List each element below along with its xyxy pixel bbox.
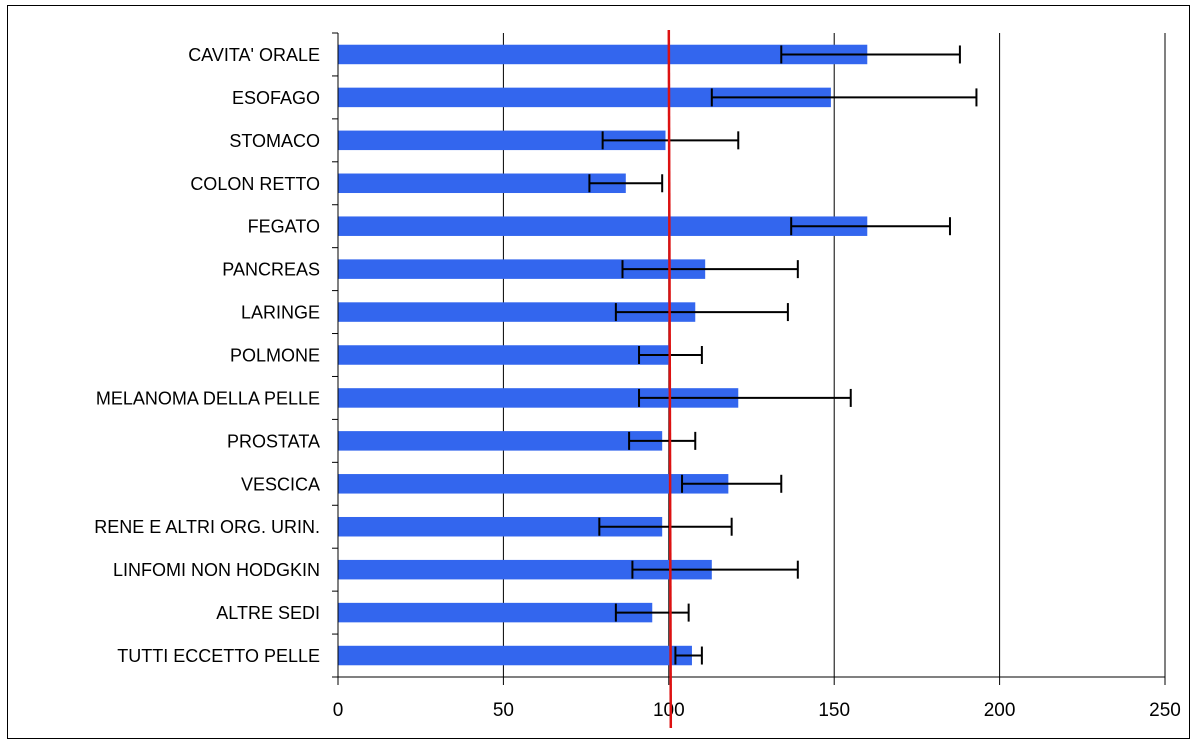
category-label: PANCREAS	[222, 260, 320, 280]
category-label: PROSTATA	[227, 431, 320, 451]
bar	[338, 516, 663, 537]
x-tick-label: 200	[984, 700, 1016, 721]
bar	[338, 474, 729, 494]
x-tick-label: 50	[493, 700, 514, 721]
bar	[338, 87, 831, 108]
bar	[338, 645, 692, 666]
category-label: VESCICA	[241, 474, 320, 494]
category-label: LARINGE	[241, 303, 320, 323]
category-label: ALTRE SEDI	[216, 603, 320, 623]
category-label: CAVITA' ORALE	[188, 45, 320, 65]
bar	[338, 259, 706, 279]
category-label: LINFOMI NON HODGKIN	[113, 560, 320, 580]
x-tick-label: 250	[1149, 700, 1181, 721]
x-tick-label: 100	[653, 700, 685, 721]
x-tick-label: 0	[333, 700, 344, 721]
category-label: POLMONE	[230, 346, 320, 366]
bar	[338, 173, 626, 194]
bar	[338, 216, 868, 236]
bar	[338, 602, 653, 623]
bar	[338, 559, 712, 580]
bar	[338, 345, 669, 365]
bar	[338, 302, 696, 322]
bar	[338, 130, 666, 151]
category-label: RENE E ALTRI ORG. URIN.	[94, 517, 320, 537]
category-label: FEGATO	[248, 217, 320, 237]
category-label: ESOFAGO	[232, 88, 320, 108]
reference-line	[667, 29, 673, 729]
category-label: STOMACO	[229, 131, 320, 151]
x-tick-label: 150	[818, 700, 850, 721]
category-label: MELANOMA DELLA PELLE	[96, 388, 320, 408]
bar	[338, 44, 868, 65]
category-label: COLON RETTO	[190, 174, 320, 194]
bar	[338, 431, 663, 451]
category-label: TUTTI ECCETTO PELLE	[117, 646, 320, 666]
